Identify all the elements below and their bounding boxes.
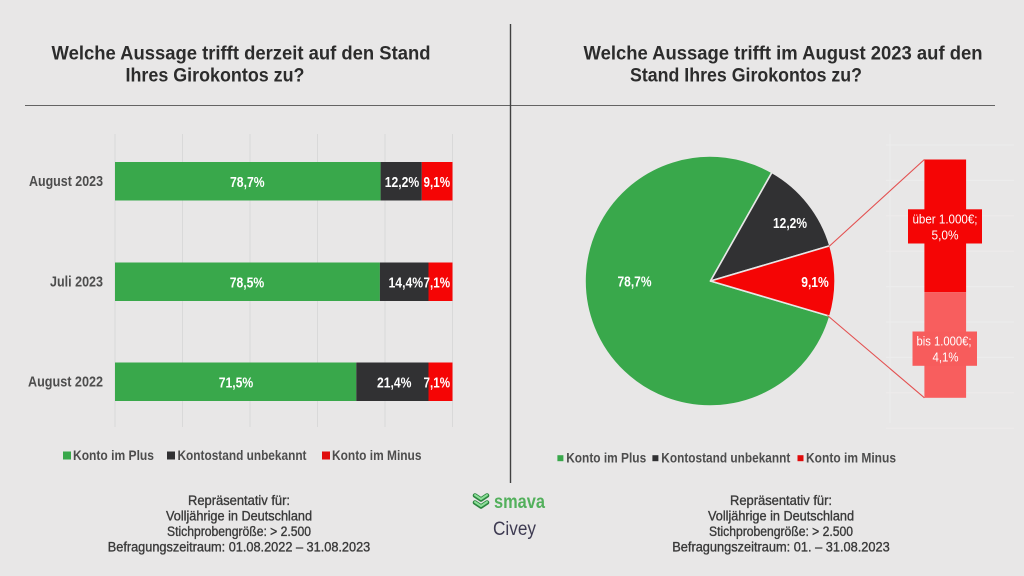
svg-text:Konto im Minus: Konto im Minus — [332, 447, 422, 463]
svg-text:über 1.000€;: über 1.000€; — [913, 211, 978, 226]
svg-text:78,7%: 78,7% — [230, 174, 265, 191]
svg-text:Konto im Plus: Konto im Plus — [73, 447, 154, 463]
svg-text:Repräsentativ für:: Repräsentativ für: — [730, 493, 832, 508]
svg-text:Civey: Civey — [493, 518, 536, 540]
svg-text:14,4%: 14,4% — [389, 274, 424, 291]
svg-text:9,1%: 9,1% — [424, 174, 451, 191]
svg-text:Stand Ihres Girokontos zu?: Stand Ihres Girokontos zu? — [630, 65, 862, 87]
svg-text:Welche Aussage trifft derzeit: Welche Aussage trifft derzeit auf den St… — [52, 43, 431, 65]
svg-text:August 2023: August 2023 — [29, 174, 103, 190]
svg-text:smava: smava — [494, 492, 545, 513]
svg-text:Ihres Girokontos zu?: Ihres Girokontos zu? — [126, 65, 305, 87]
svg-text:bis 1.000€;: bis 1.000€; — [917, 334, 972, 349]
svg-text:Welche Aussage trifft im Augus: Welche Aussage trifft im August 2023 auf… — [584, 43, 983, 65]
svg-text:Repräsentativ für:: Repräsentativ für: — [188, 493, 290, 508]
svg-text:Juli 2023: Juli 2023 — [50, 274, 103, 290]
svg-text:7,1%: 7,1% — [424, 274, 451, 291]
svg-text:Kontostand unbekannt: Kontostand unbekannt — [661, 451, 790, 466]
svg-text:12,2%: 12,2% — [385, 174, 420, 191]
svg-text:Konto im Minus: Konto im Minus — [806, 451, 896, 466]
svg-text:Befragungszeitraum: 01. – 31.0: Befragungszeitraum: 01. – 31.08.2023 — [672, 540, 890, 555]
svg-text:August 2022: August 2022 — [28, 374, 103, 390]
svg-text:12,2%: 12,2% — [773, 215, 807, 232]
svg-text:Befragungszeitraum: 01.08.2022: Befragungszeitraum: 01.08.2022 – 31.08.2… — [108, 540, 371, 555]
svg-text:Kontostand unbekannt: Kontostand unbekannt — [178, 447, 307, 463]
svg-text:71,5%: 71,5% — [219, 374, 254, 391]
svg-text:7,1%: 7,1% — [424, 374, 451, 391]
svg-text:4,1%: 4,1% — [933, 350, 959, 365]
svg-text:5,0%: 5,0% — [932, 228, 959, 243]
svg-text:9,1%: 9,1% — [801, 274, 829, 291]
svg-text:Stichprobengröße: > 2.500: Stichprobengröße: > 2.500 — [167, 524, 311, 539]
svg-text:78,5%: 78,5% — [230, 274, 265, 291]
svg-text:Konto im Plus: Konto im Plus — [566, 451, 646, 466]
svg-text:21,4%: 21,4% — [377, 374, 412, 391]
svg-text:Volljährige in Deutschland: Volljährige in Deutschland — [166, 509, 312, 524]
svg-text:Stichprobengröße: > 2.500: Stichprobengröße: > 2.500 — [709, 524, 853, 539]
svg-text:78,7%: 78,7% — [618, 274, 652, 291]
svg-text:Volljährige in Deutschland: Volljährige in Deutschland — [708, 509, 854, 524]
